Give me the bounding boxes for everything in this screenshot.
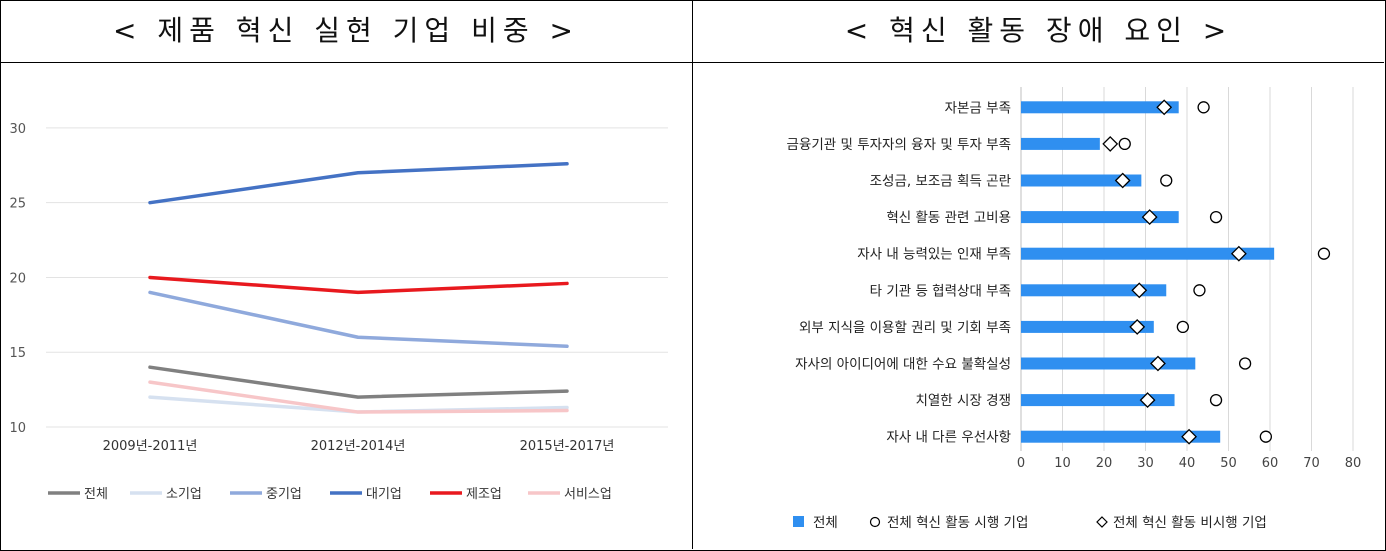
category-label: 자본금 부족	[945, 100, 1011, 116]
marker-circle	[1193, 284, 1206, 297]
series-line-2	[148, 290, 569, 348]
x-tick-label: 60	[1262, 456, 1279, 471]
bar-total	[1021, 320, 1154, 333]
marker-diamond	[1156, 99, 1173, 116]
marker-circle	[1259, 430, 1272, 443]
category-label: 자사의 아이디어에 대한 수요 불확실성	[795, 357, 1011, 373]
category-label: 자사 내 다른 우선사항	[886, 430, 1011, 446]
bar-total	[1021, 284, 1167, 297]
marker-diamond	[1141, 209, 1158, 226]
y-tick-label: 30	[9, 122, 26, 137]
bar-total	[1021, 394, 1175, 407]
series-line-4	[148, 275, 569, 295]
legend-label: 제조업	[466, 487, 502, 502]
x-tick-label: 2015년-2017년	[520, 439, 615, 454]
marker-circle	[1209, 210, 1223, 224]
marker-diamond	[1150, 355, 1166, 372]
x-tick-label: 50	[1220, 456, 1237, 471]
bar-total	[1021, 357, 1196, 370]
bar-total	[1021, 174, 1142, 187]
category-label: 자사 내 능력있는 인재 부족	[857, 247, 1011, 263]
legend-label: 서비스업	[564, 487, 612, 502]
x-tick-label: 40	[1179, 456, 1196, 471]
x-tick-label: 30	[1137, 456, 1154, 471]
marker-diamond	[1114, 172, 1131, 189]
category-label: 혁신 활동 관련 고비용	[886, 210, 1011, 226]
marker-diamond	[1129, 318, 1146, 335]
x-tick-label: 20	[1096, 456, 1113, 471]
bar-total	[1021, 430, 1221, 443]
bar-total	[1021, 101, 1179, 114]
x-tick-label: 2009년-2011년	[103, 439, 198, 454]
x-tick-label: 2012년-2014년	[311, 439, 406, 454]
marker-circle	[1118, 137, 1131, 151]
legend-swatch-diamond	[1096, 516, 1108, 528]
legend-label: 전체 혁신 활동 시행 기업	[887, 515, 1028, 531]
line-chart: 10 15 20 25 30 2009년-2011년 2012년-2014년 2015년-20…	[9, 122, 668, 502]
series-line-3	[148, 162, 569, 205]
y-tick-label: 25	[9, 197, 26, 212]
y-tick-label: 15	[9, 346, 26, 361]
marker-circle	[1238, 357, 1252, 370]
legend-label: 대기업	[366, 487, 402, 502]
marker-diamond	[1230, 245, 1247, 262]
panel-divider-vertical	[692, 0, 693, 549]
legend-label: 소기업	[166, 487, 202, 502]
y-tick-label: 20	[9, 271, 26, 286]
marker-circle	[1197, 101, 1210, 114]
category-label: 타 기관 등 협력상대 부족	[870, 283, 1011, 299]
right-chart-title: < 혁신 활동 장애 요인 >	[844, 14, 1233, 47]
y-tick-label: 10	[9, 421, 26, 436]
marker-circle	[1160, 174, 1173, 187]
marker-diamond	[1131, 282, 1148, 299]
marker-diamond	[1139, 392, 1156, 409]
bar-total	[1021, 247, 1275, 260]
bar-total	[1021, 137, 1100, 150]
marker-circle	[1317, 247, 1331, 260]
left-chart-title: < 제품 혁신 실현 기업 비중 >	[113, 14, 579, 47]
category-label: 외부 지식을 이용할 권리 및 기회 부족	[799, 320, 1011, 336]
legend-label: 전체	[84, 487, 108, 502]
marker-circle	[1209, 393, 1223, 407]
legend-label: 전체 혁신 활동 비시행 기업	[1113, 515, 1267, 531]
title-divider-horizontal	[0, 62, 1384, 63]
legend-label: 전체	[813, 515, 838, 531]
marker-diamond	[1102, 135, 1119, 152]
x-tick-label: 0	[1017, 456, 1025, 471]
x-tick-label: 70	[1303, 456, 1320, 471]
category-label: 조성금, 보조금 획득 곤란	[870, 174, 1011, 190]
marker-diamond	[1181, 428, 1197, 445]
legend-label: 중기업	[266, 487, 302, 502]
legend-swatch-bar	[793, 516, 804, 527]
category-label: 금융기관 및 투자자의 융자 및 투자 부족	[787, 137, 1011, 153]
x-tick-label: 10	[1054, 456, 1071, 471]
category-label: 치열한 시장 경쟁	[915, 393, 1011, 409]
bar-total	[1021, 211, 1179, 224]
x-tick-label: 80	[1345, 456, 1362, 471]
marker-circle	[1176, 320, 1190, 334]
legend-swatch-circle	[869, 516, 881, 528]
